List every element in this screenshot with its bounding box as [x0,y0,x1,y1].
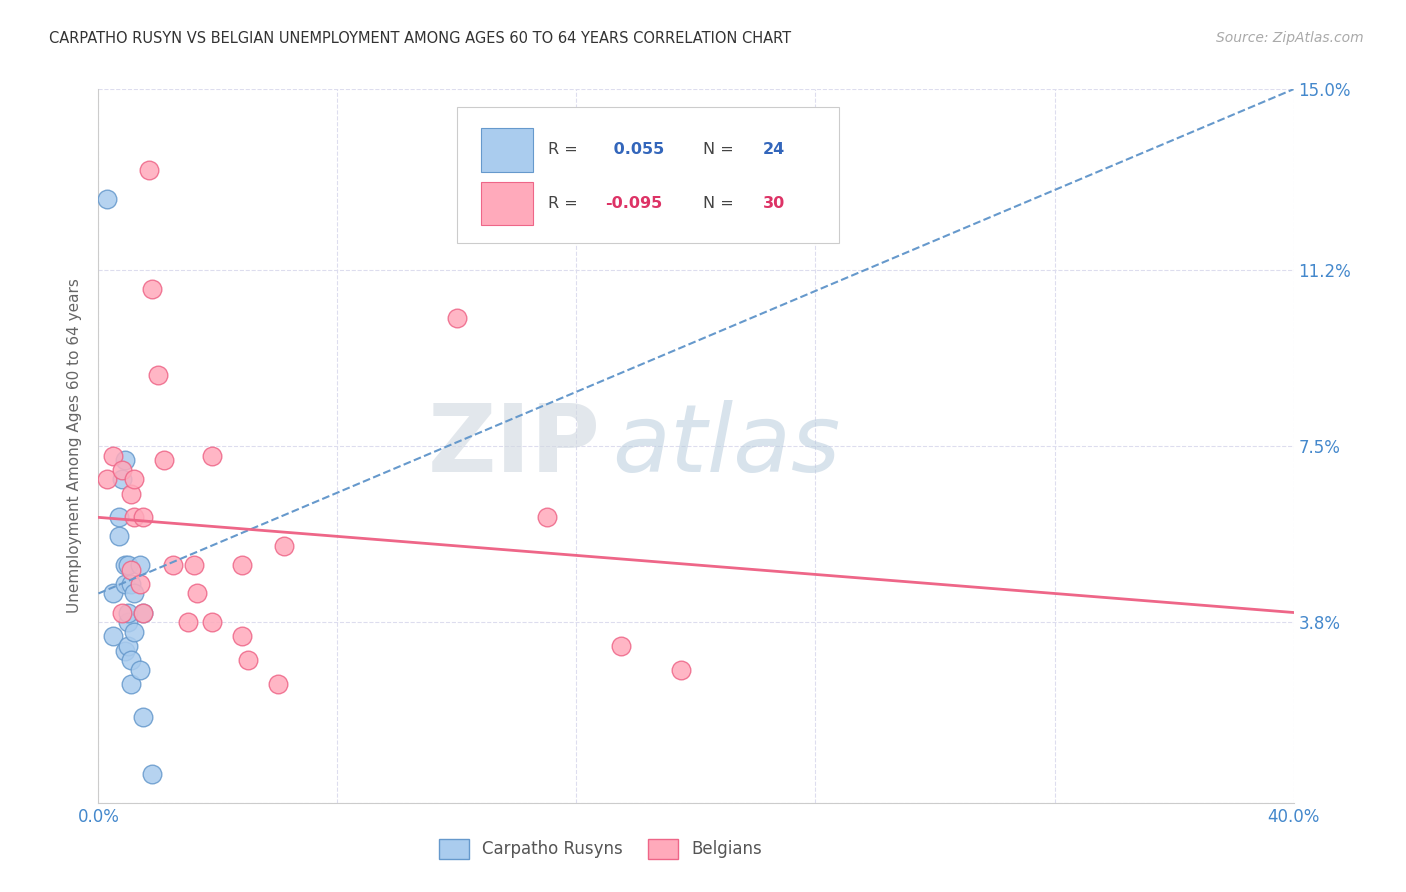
Point [103,629,125,643]
Y-axis label: Unemployment Among Ages 60 to 64 years: Unemployment Among Ages 60 to 64 years [67,278,83,614]
Point [669,663,692,677]
Point [124,624,146,639]
Point [141,282,163,296]
Text: N =: N = [703,196,740,211]
Text: R =: R = [548,143,582,157]
FancyBboxPatch shape [457,107,839,243]
Text: CARPATHO RUSYN VS BELGIAN UNEMPLOYMENT AMONG AGES 60 TO 64 YEARS CORRELATION CHA: CARPATHO RUSYN VS BELGIAN UNEMPLOYMENT A… [49,31,792,46]
Point [148,368,170,382]
Point [103,449,125,463]
Point [117,558,139,572]
Point [273,539,295,553]
Point [120,563,142,577]
Point [124,510,146,524]
Point [111,472,134,486]
Point [111,463,134,477]
Legend: Carpatho Rusyns, Belgians: Carpatho Rusyns, Belgians [432,832,769,866]
Point [108,510,131,524]
Point [129,663,152,677]
Point [177,615,200,629]
Point [114,558,136,572]
Point [103,586,125,600]
Point [231,558,253,572]
Point [117,615,139,629]
Point [114,577,136,591]
Point [120,486,142,500]
Point [162,558,184,572]
Point [124,472,146,486]
Point [201,615,224,629]
Point [124,586,146,600]
Point [153,453,176,467]
Text: 30: 30 [763,196,785,211]
Point [236,653,259,667]
Point [536,510,558,524]
Point [132,606,155,620]
Point [132,710,155,724]
Point [183,558,205,572]
Point [132,606,155,620]
Point [138,163,160,178]
Point [108,529,131,543]
Text: R =: R = [548,196,582,211]
Text: -0.095: -0.095 [605,196,662,211]
Point [129,577,152,591]
Point [117,639,139,653]
Text: 24: 24 [763,143,785,157]
Text: atlas: atlas [613,401,841,491]
Point [111,606,134,620]
Point [132,510,155,524]
Point [446,310,468,325]
Text: Source: ZipAtlas.com: Source: ZipAtlas.com [1216,31,1364,45]
Point [610,639,633,653]
Point [96,192,118,206]
Point [186,586,208,600]
FancyBboxPatch shape [481,182,533,225]
Point [120,677,142,691]
Point [120,653,142,667]
Point [117,606,139,620]
FancyBboxPatch shape [481,128,533,171]
Point [120,577,142,591]
Point [141,767,163,781]
Point [114,643,136,657]
Point [96,472,118,486]
Point [129,558,152,572]
Text: N =: N = [703,143,740,157]
Point [114,453,136,467]
Point [231,629,253,643]
Text: ZIP: ZIP [427,400,600,492]
Point [267,677,290,691]
Point [201,449,224,463]
Text: 0.055: 0.055 [607,143,664,157]
